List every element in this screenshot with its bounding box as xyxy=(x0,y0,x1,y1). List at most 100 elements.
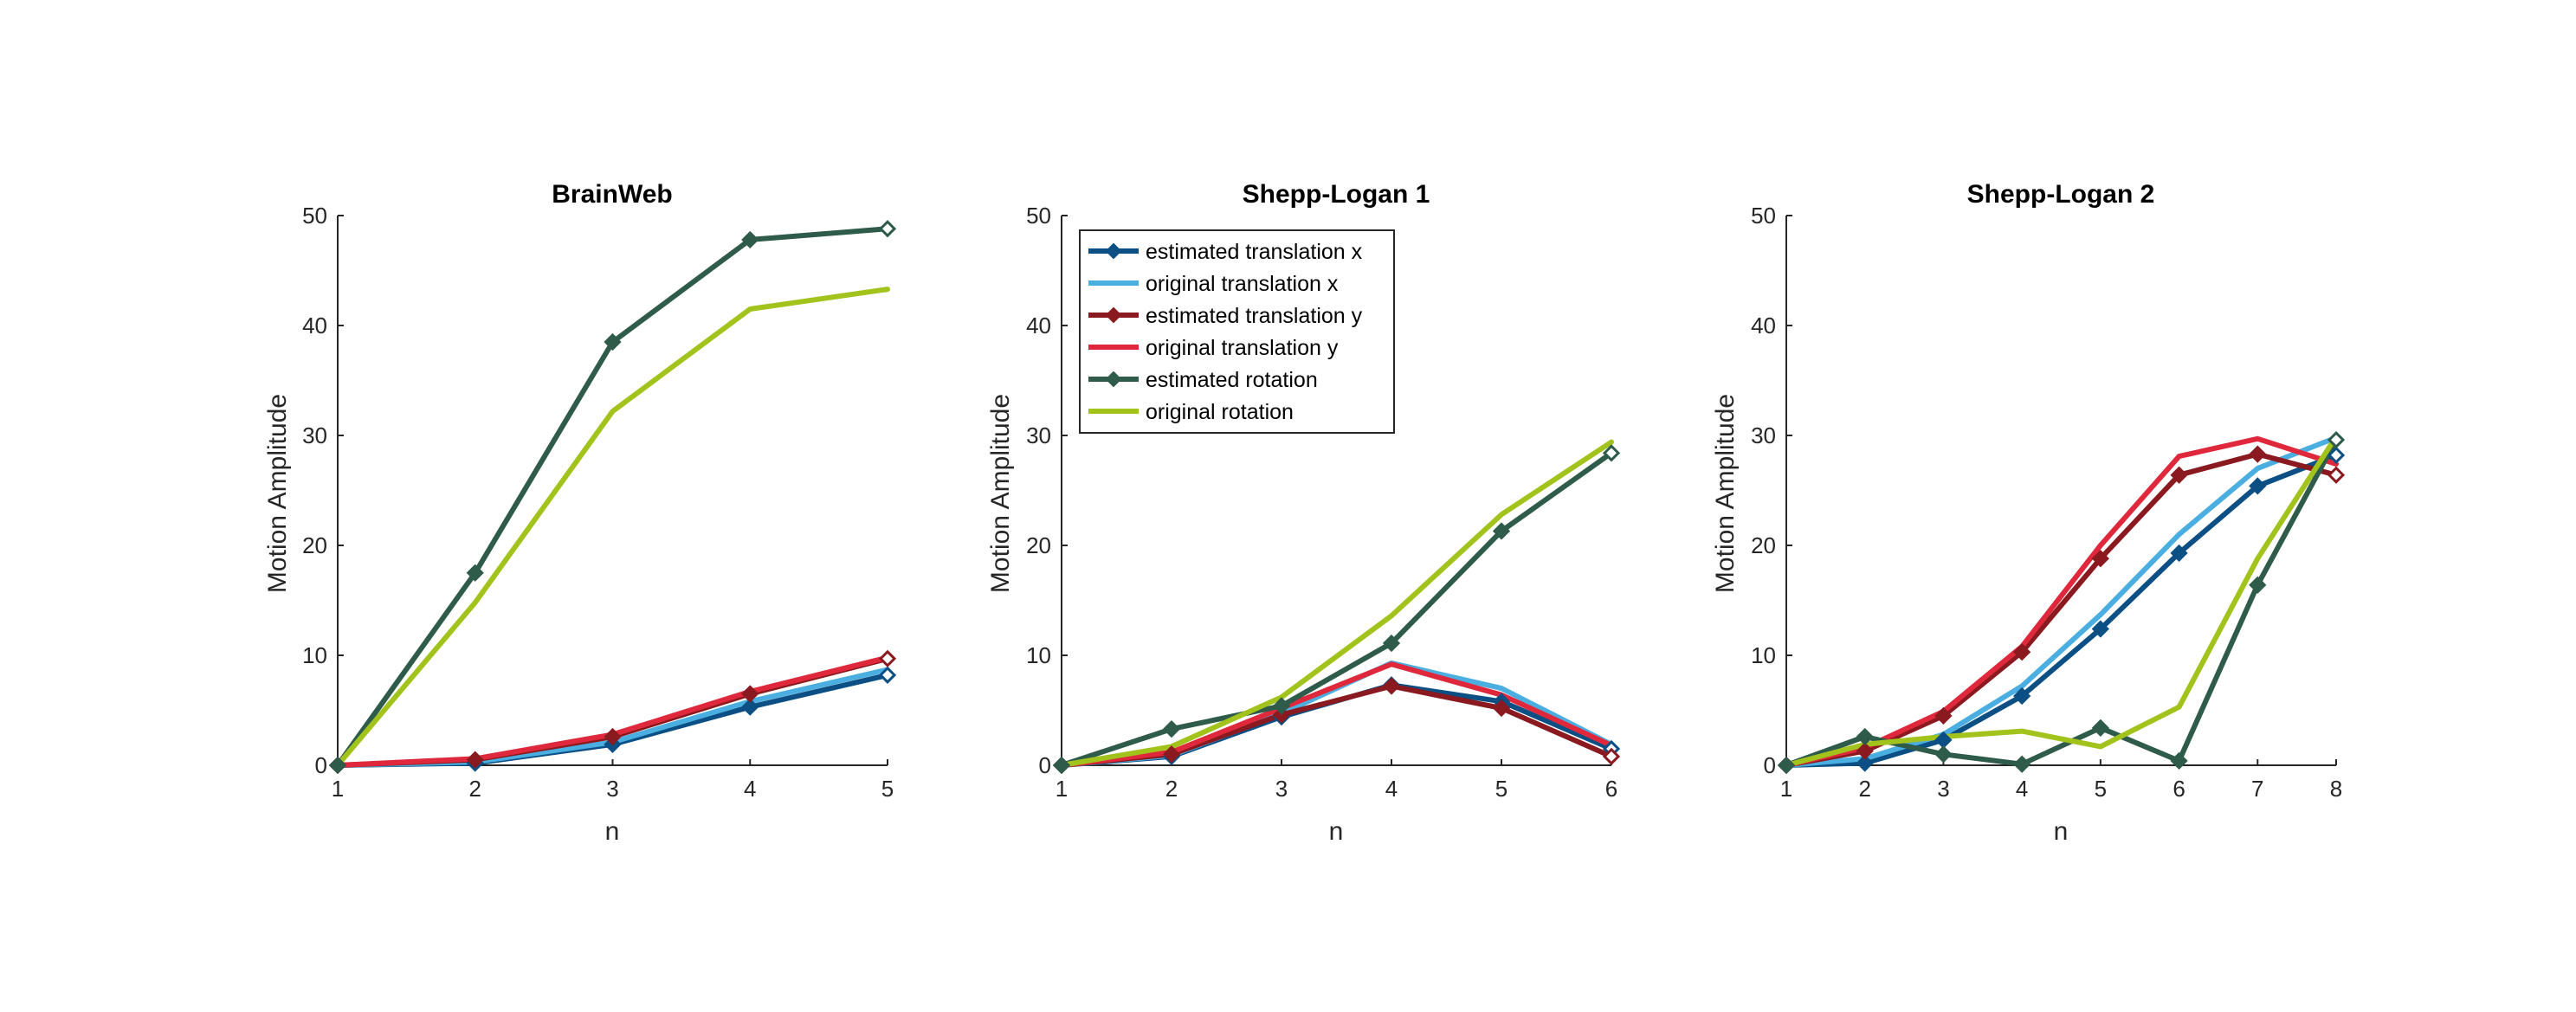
legend-label: estimated rotation xyxy=(1146,368,1318,392)
data-point-estimated-rotation xyxy=(1382,634,1401,653)
x-tick-label: 8 xyxy=(2330,776,2342,802)
data-point-estimated-translation-y xyxy=(1162,745,1181,764)
series-line-original-rotation xyxy=(1059,439,1614,768)
x-tick-label: 6 xyxy=(2172,776,2185,802)
plot-area xyxy=(1052,215,1621,775)
data-point-estimated-translation-y xyxy=(2013,643,2031,661)
legend-marker-estimated-rotation xyxy=(1105,371,1122,388)
legend-label: original translation x xyxy=(1146,272,1339,296)
tick-labels: 0 10 20 30 40 50 1 2 3 4 5 6 xyxy=(1026,203,1617,802)
data-point-estimated-rotation xyxy=(2091,719,2109,737)
data-point-estimated-translation-x xyxy=(2091,620,2109,638)
y-tick-label: 50 xyxy=(302,203,327,229)
x-tick-label: 3 xyxy=(606,776,618,802)
y-tick-label: 0 xyxy=(1039,752,1051,778)
data-point-estimated-rotation xyxy=(2249,576,2267,594)
y-axis-label: Motion Amplitude xyxy=(1711,394,1740,593)
data-point-estimated-translation-y xyxy=(1382,677,1401,695)
y-tick-label: 20 xyxy=(1751,532,1776,558)
data-point-estimated-translation-y xyxy=(2249,445,2267,463)
y-tick-label: 20 xyxy=(1026,532,1051,558)
legend-marker-estimated-translation-x xyxy=(1105,242,1122,260)
y-axis-label: Motion Amplitude xyxy=(263,394,292,593)
data-point-estimated-rotation xyxy=(604,332,622,351)
y-tick-label: 40 xyxy=(302,313,327,338)
data-point-estimated-rotation xyxy=(2327,430,2346,449)
x-tick-label: 1 xyxy=(1780,776,1792,802)
y-tick-label: 10 xyxy=(302,642,327,668)
y-tick-label: 40 xyxy=(1026,313,1051,338)
data-point-estimated-rotation xyxy=(1162,719,1181,738)
data-point-estimated-translation-y xyxy=(878,649,897,667)
y-axis-label: Motion Amplitude xyxy=(986,394,1015,593)
y-tick-label: 30 xyxy=(1026,422,1051,448)
data-point-estimated-translation-x xyxy=(741,698,759,716)
legend-marker-estimated-translation-y xyxy=(1105,306,1122,324)
legend-label: estimated translation y xyxy=(1146,304,1363,328)
x-tick-label: 3 xyxy=(1275,776,1288,802)
tick-labels: 0 10 20 30 40 50 1 2 3 4 5 6 7 8 xyxy=(1751,203,2342,802)
data-point-estimated-rotation xyxy=(1602,444,1621,462)
data-point-estimated-translation-y xyxy=(1602,747,1621,765)
y-tick-label: 10 xyxy=(1751,642,1776,668)
legend: estimated translation x original translat… xyxy=(1079,229,1395,434)
chart-title: Shepp-Logan 1 xyxy=(1243,180,1430,209)
x-tick-label: 1 xyxy=(332,776,344,802)
data-point-estimated-translation-y xyxy=(466,751,484,769)
y-tick-label: 30 xyxy=(302,422,327,448)
data-point-estimated-rotation xyxy=(466,564,484,582)
data-point-estimated-translation-y xyxy=(2170,466,2188,484)
x-tick-label: 5 xyxy=(2095,776,2107,802)
series-line-original-rotation xyxy=(335,287,890,768)
y-tick-label: 0 xyxy=(315,752,327,778)
data-point-estimated-rotation xyxy=(1052,756,1071,775)
x-tick-label: 1 xyxy=(1056,776,1068,802)
x-tick-label: 5 xyxy=(881,776,894,802)
data-point-estimated-rotation xyxy=(1856,727,1874,746)
data-point-estimated-rotation xyxy=(2013,755,2031,773)
data-point-estimated-rotation xyxy=(1492,522,1511,540)
data-point-estimated-rotation xyxy=(1777,756,1796,775)
plot-area xyxy=(1777,215,2346,775)
series-line-original-rotation xyxy=(1784,434,2339,768)
x-tick-label: 6 xyxy=(1605,776,1617,802)
data-point-estimated-translation-x xyxy=(2327,446,2346,464)
legend-label: original rotation xyxy=(1146,400,1294,424)
data-point-estimated-translation-y xyxy=(1856,742,1874,760)
y-tick-label: 10 xyxy=(1026,642,1051,668)
y-tick-label: 40 xyxy=(1751,313,1776,338)
data-point-estimated-translation-y xyxy=(1934,706,1953,725)
x-tick-label: 2 xyxy=(1858,776,1870,802)
series-line-original-translation-y xyxy=(1059,661,1614,768)
data-point-estimated-rotation xyxy=(1934,745,1953,764)
data-point-estimated-translation-y xyxy=(1492,699,1511,718)
x-axis-label: n xyxy=(1329,817,1344,846)
x-tick-label: 4 xyxy=(744,776,756,802)
chart-title: BrainWeb xyxy=(552,180,672,209)
legend-box xyxy=(1079,229,1395,434)
plot-area xyxy=(328,215,897,775)
legend-label: estimated translation x xyxy=(1146,240,1363,264)
data-point-estimated-translation-y xyxy=(2327,466,2346,484)
y-tick-label: 50 xyxy=(1026,203,1051,229)
x-tick-label: 4 xyxy=(2016,776,2028,802)
chart-panel-brainweb: BrainWeb Motion Amplitude n 0 10 20 30 40 50 1… xyxy=(263,180,897,846)
series-line-original-translation-x xyxy=(1784,435,2339,768)
data-point-estimated-translation-x xyxy=(1856,754,1874,772)
data-point-estimated-translation-x xyxy=(878,666,897,684)
data-point-estimated-rotation xyxy=(741,230,759,249)
x-axis-label: n xyxy=(2054,817,2069,846)
data-point-estimated-translation-x xyxy=(2170,544,2188,563)
data-point-estimated-rotation xyxy=(328,756,347,775)
y-tick-label: 50 xyxy=(1751,203,1776,229)
x-tick-label: 7 xyxy=(2251,776,2263,802)
x-tick-label: 5 xyxy=(1495,776,1508,802)
chart-title: Shepp-Logan 2 xyxy=(1967,180,2155,209)
tick-labels: 0 10 20 30 40 50 1 2 3 4 5 xyxy=(302,203,894,802)
x-tick-label: 3 xyxy=(1937,776,1949,802)
data-point-estimated-translation-y xyxy=(1272,706,1291,724)
series-line-estimated-translation-x xyxy=(1784,452,2339,768)
x-axis-label: n xyxy=(605,817,620,846)
